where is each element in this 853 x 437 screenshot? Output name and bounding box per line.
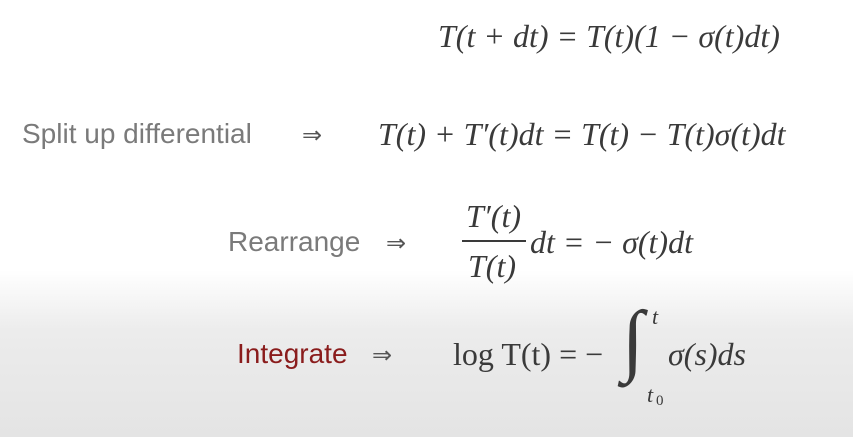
equation: T(t + dt) = T(t)(1 − σ(t)dt) (438, 18, 780, 54)
step-label: Rearrange (228, 226, 361, 257)
arrow: ⇒ (386, 229, 407, 257)
arrow: ⇒ (302, 121, 323, 149)
equation: log T(t) = − (453, 336, 604, 372)
integrand: σ(s)ds (668, 336, 746, 372)
equation: dt = − σ(t)dt (530, 224, 693, 260)
equation: T(t) + T′(t)dt = T(t) − T(t)σ(t)dt (378, 116, 786, 152)
upper-limit: t (652, 304, 659, 329)
step-label: Split up differential (22, 118, 252, 149)
step-label: Integrate (237, 338, 348, 369)
integral-sign: ∫ (622, 296, 644, 384)
fraction-bar (462, 240, 526, 242)
denominator: T(t) (468, 248, 516, 284)
numerator: T′(t) (466, 198, 521, 234)
lower-limit-subscript: 0 (656, 393, 664, 409)
lower-limit: t (647, 382, 654, 407)
arrow: ⇒ (372, 341, 393, 369)
